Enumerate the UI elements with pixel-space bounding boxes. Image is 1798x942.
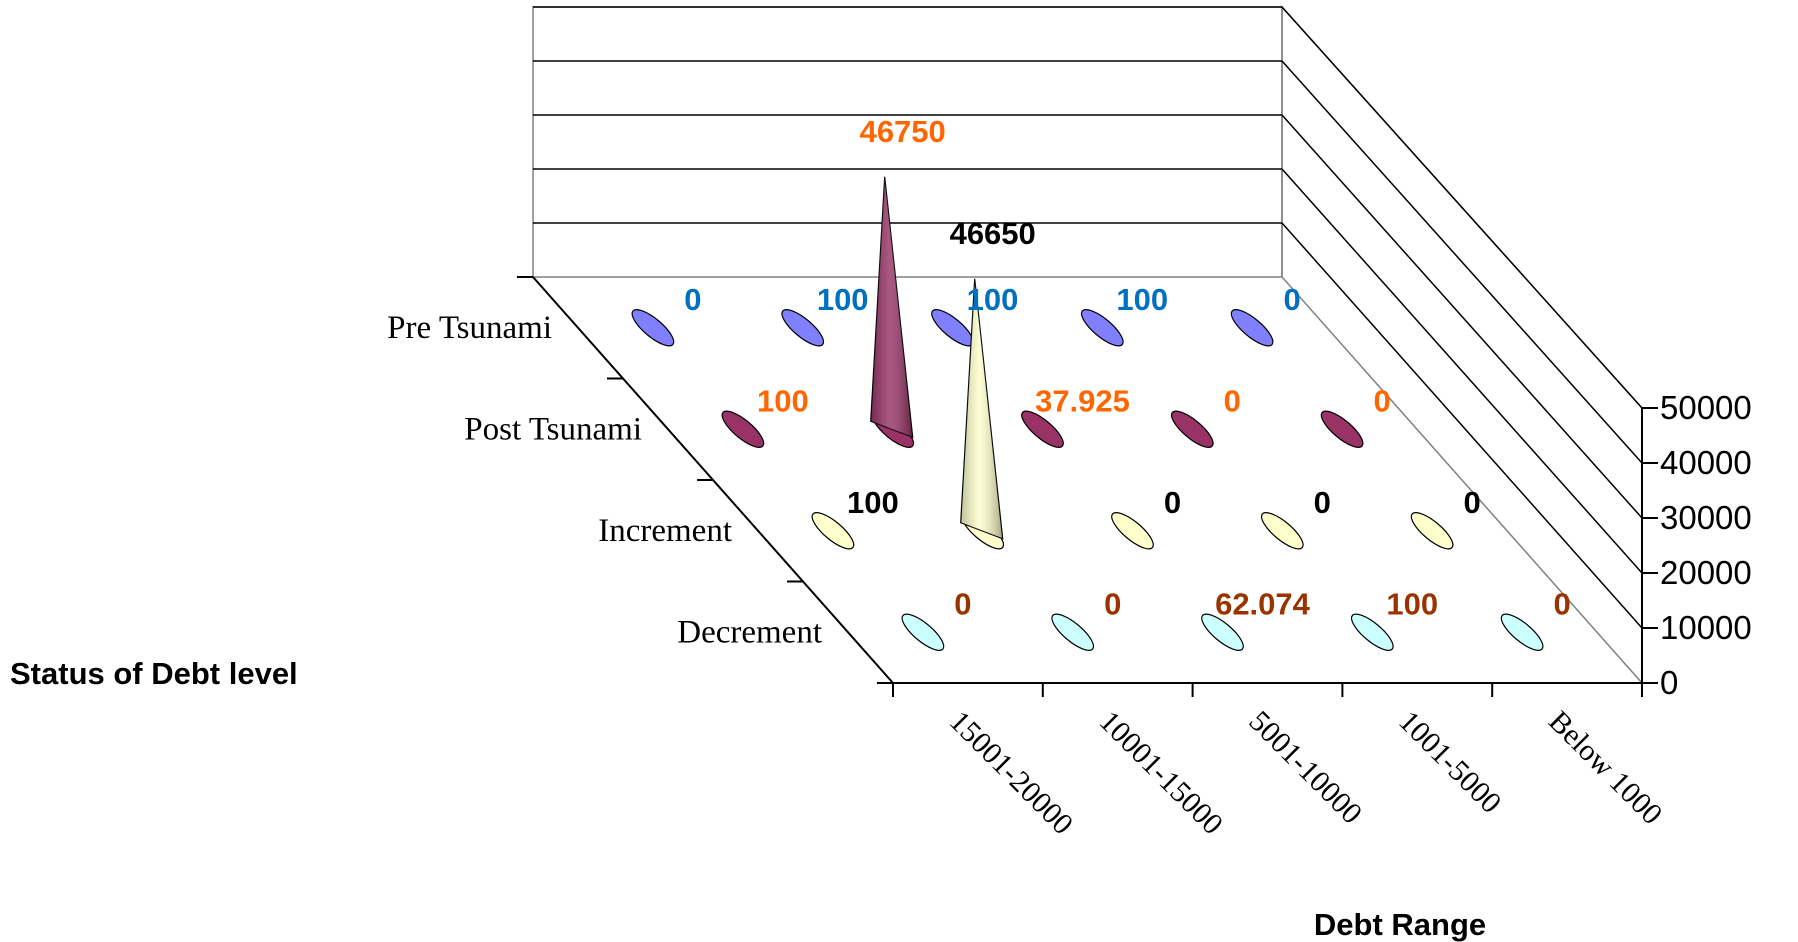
data-label: 46650 <box>950 216 1036 251</box>
cone-1-1 <box>870 176 915 448</box>
cone-0-4 <box>1230 309 1274 347</box>
cone-3-3 <box>1350 613 1394 651</box>
chart-walls <box>532 5 1643 685</box>
cone-shade <box>960 278 1003 539</box>
cone-base <box>1021 410 1064 448</box>
data-label: 0 <box>1224 383 1241 418</box>
cone-1-2 <box>1021 410 1064 448</box>
z-tick-label: 10000 <box>1660 609 1752 646</box>
cone-base <box>1111 512 1154 550</box>
gridline-side <box>1281 60 1643 464</box>
y-axis-title: Status of Debt level <box>10 656 298 691</box>
data-label: 100 <box>757 383 809 418</box>
gridline-side <box>1281 168 1643 574</box>
y-tick-label: Increment <box>598 513 732 549</box>
y-tick-label: Pre Tsunami <box>387 310 552 346</box>
chart-labels: 0 100 100 100 0 100 46750 37.925 0 0 100 46650 0 0 0 0 0… <box>684 114 1570 621</box>
data-label: 0 <box>954 586 971 621</box>
z-tick-label: 40000 <box>1660 444 1752 481</box>
data-label: 100 <box>847 485 899 520</box>
data-label: 0 <box>1373 383 1390 418</box>
cone-0-1 <box>781 309 825 347</box>
x-tick-label: 15001-20000 <box>943 705 1079 841</box>
x-axis-title: Debt Range <box>1314 907 1486 942</box>
z-tick-label: 30000 <box>1660 499 1752 536</box>
cone-base <box>1500 613 1544 651</box>
data-label: 100 <box>1386 586 1438 621</box>
y-tick-label: Post Tsunami <box>464 411 642 447</box>
cone-2-2 <box>1111 512 1154 550</box>
cone-shade <box>870 176 913 438</box>
cone-base <box>901 613 945 651</box>
data-label: 0 <box>684 282 701 317</box>
cone-2-4 <box>1410 512 1454 550</box>
gridline-side <box>1281 222 1643 629</box>
cone-base <box>1410 512 1454 550</box>
gridline-side <box>1281 114 1643 519</box>
data-label: 100 <box>1116 282 1168 317</box>
cone-base <box>1051 613 1095 651</box>
z-tick-label: 0 <box>1660 664 1678 701</box>
cone-base <box>1260 512 1304 550</box>
cone-base <box>1230 309 1274 347</box>
cone-3-0 <box>901 613 945 651</box>
data-label: 0 <box>1283 282 1300 317</box>
cone-2-1 <box>960 278 1005 550</box>
x-tick-label: 10001-15000 <box>1093 705 1229 841</box>
cone-0-0 <box>631 309 675 347</box>
data-label: 0 <box>1164 485 1181 520</box>
data-label: 46750 <box>860 114 946 149</box>
z-tick-label: 50000 <box>1660 389 1752 426</box>
y-tick-label: Decrement <box>677 614 822 650</box>
cone-3-4 <box>1500 613 1544 651</box>
cone-base <box>1080 309 1124 347</box>
cone-base <box>1350 613 1394 651</box>
data-label: 0 <box>1463 485 1480 520</box>
data-label: 0 <box>1553 586 1570 621</box>
chart-marks <box>631 176 1544 651</box>
cone-base <box>811 512 855 550</box>
cone-base <box>1201 613 1244 651</box>
cone-1-3 <box>1170 410 1214 448</box>
cone-base <box>721 410 765 448</box>
data-label: 37.925 <box>1035 383 1130 418</box>
gridline-side <box>1281 6 1643 409</box>
x-tick-label: Below 1000 <box>1542 705 1668 831</box>
z-tick-label: 20000 <box>1660 554 1752 591</box>
cone-base <box>1320 410 1364 448</box>
cone-1-4 <box>1320 410 1364 448</box>
x-tick-label: 5001-10000 <box>1243 705 1369 831</box>
side-wall <box>1281 5 1643 685</box>
data-label: 0 <box>1104 586 1121 621</box>
cone-3-2 <box>1201 613 1244 651</box>
data-label: 62.074 <box>1215 586 1311 621</box>
cone-1-0 <box>721 410 765 448</box>
cone-0-3 <box>1080 309 1124 347</box>
data-label: 100 <box>817 282 869 317</box>
cone-2-3 <box>1260 512 1304 550</box>
x-tick-label: 1001-5000 <box>1392 705 1507 820</box>
data-label: 100 <box>967 282 1019 317</box>
cone-base <box>1170 410 1214 448</box>
cone-base <box>781 309 825 347</box>
data-label: 0 <box>1314 485 1331 520</box>
cone-base <box>631 309 675 347</box>
cone-2-0 <box>811 512 855 550</box>
cone-3-1 <box>1051 613 1095 651</box>
